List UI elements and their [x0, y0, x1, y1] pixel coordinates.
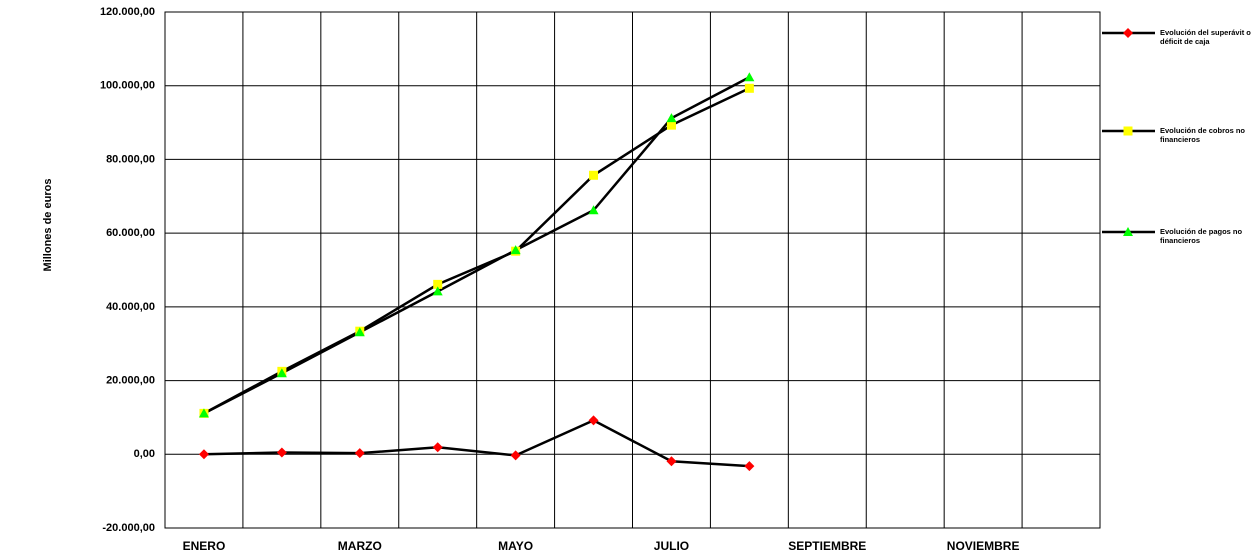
x-tick-label: NOVIEMBRE: [947, 539, 1020, 553]
series-line: [203, 418, 750, 468]
marker: [432, 442, 443, 453]
marker: [588, 205, 599, 215]
marker: [666, 456, 677, 467]
marker: [276, 368, 287, 378]
marker: [433, 279, 443, 289]
marker: [588, 415, 599, 426]
y-axis-label: Millones de euros: [42, 179, 54, 272]
y-tick-label: 20.000,00: [106, 374, 155, 386]
legend-label: Evolución de cobros no financieros: [1160, 126, 1246, 144]
marker: [510, 450, 521, 461]
plot-border: [164, 11, 1101, 529]
x-tick-label: SEPTIEMBRE: [788, 539, 866, 553]
marker: [198, 449, 209, 460]
marker: [354, 327, 365, 337]
series-line: [203, 76, 750, 415]
x-tick-label: ENERO: [183, 539, 226, 553]
marker: [666, 120, 676, 130]
marker: [1123, 126, 1133, 136]
marker: [510, 245, 521, 255]
marker: [354, 448, 365, 459]
x-tick-label: MARZO: [338, 539, 382, 553]
legend-label: Evolución de pagos no financieros: [1160, 227, 1243, 245]
marker: [666, 113, 677, 123]
marker: [1123, 227, 1133, 236]
marker: [1123, 28, 1133, 38]
legend-label: Evolución del superávit o déficit de caj…: [1160, 28, 1251, 46]
marker: [744, 83, 754, 93]
marker: [432, 286, 443, 296]
y-tick-label: 80.000,00: [106, 153, 155, 165]
marker: [744, 461, 755, 472]
marker: [744, 72, 755, 82]
y-tick-label: 40.000,00: [106, 301, 155, 313]
y-tick-label: 0,00: [134, 448, 155, 460]
marker: [276, 447, 287, 458]
y-tick-label: 60.000,00: [106, 227, 155, 239]
x-tick-label: JULIO: [654, 539, 689, 553]
y-tick-label: -20.000,00: [102, 522, 155, 534]
y-tick-label: 100.000,00: [100, 80, 155, 92]
marker: [198, 408, 209, 418]
marker: [589, 170, 599, 180]
x-tick-label: MAYO: [498, 539, 533, 553]
y-tick-label: 120.000,00: [100, 6, 155, 18]
